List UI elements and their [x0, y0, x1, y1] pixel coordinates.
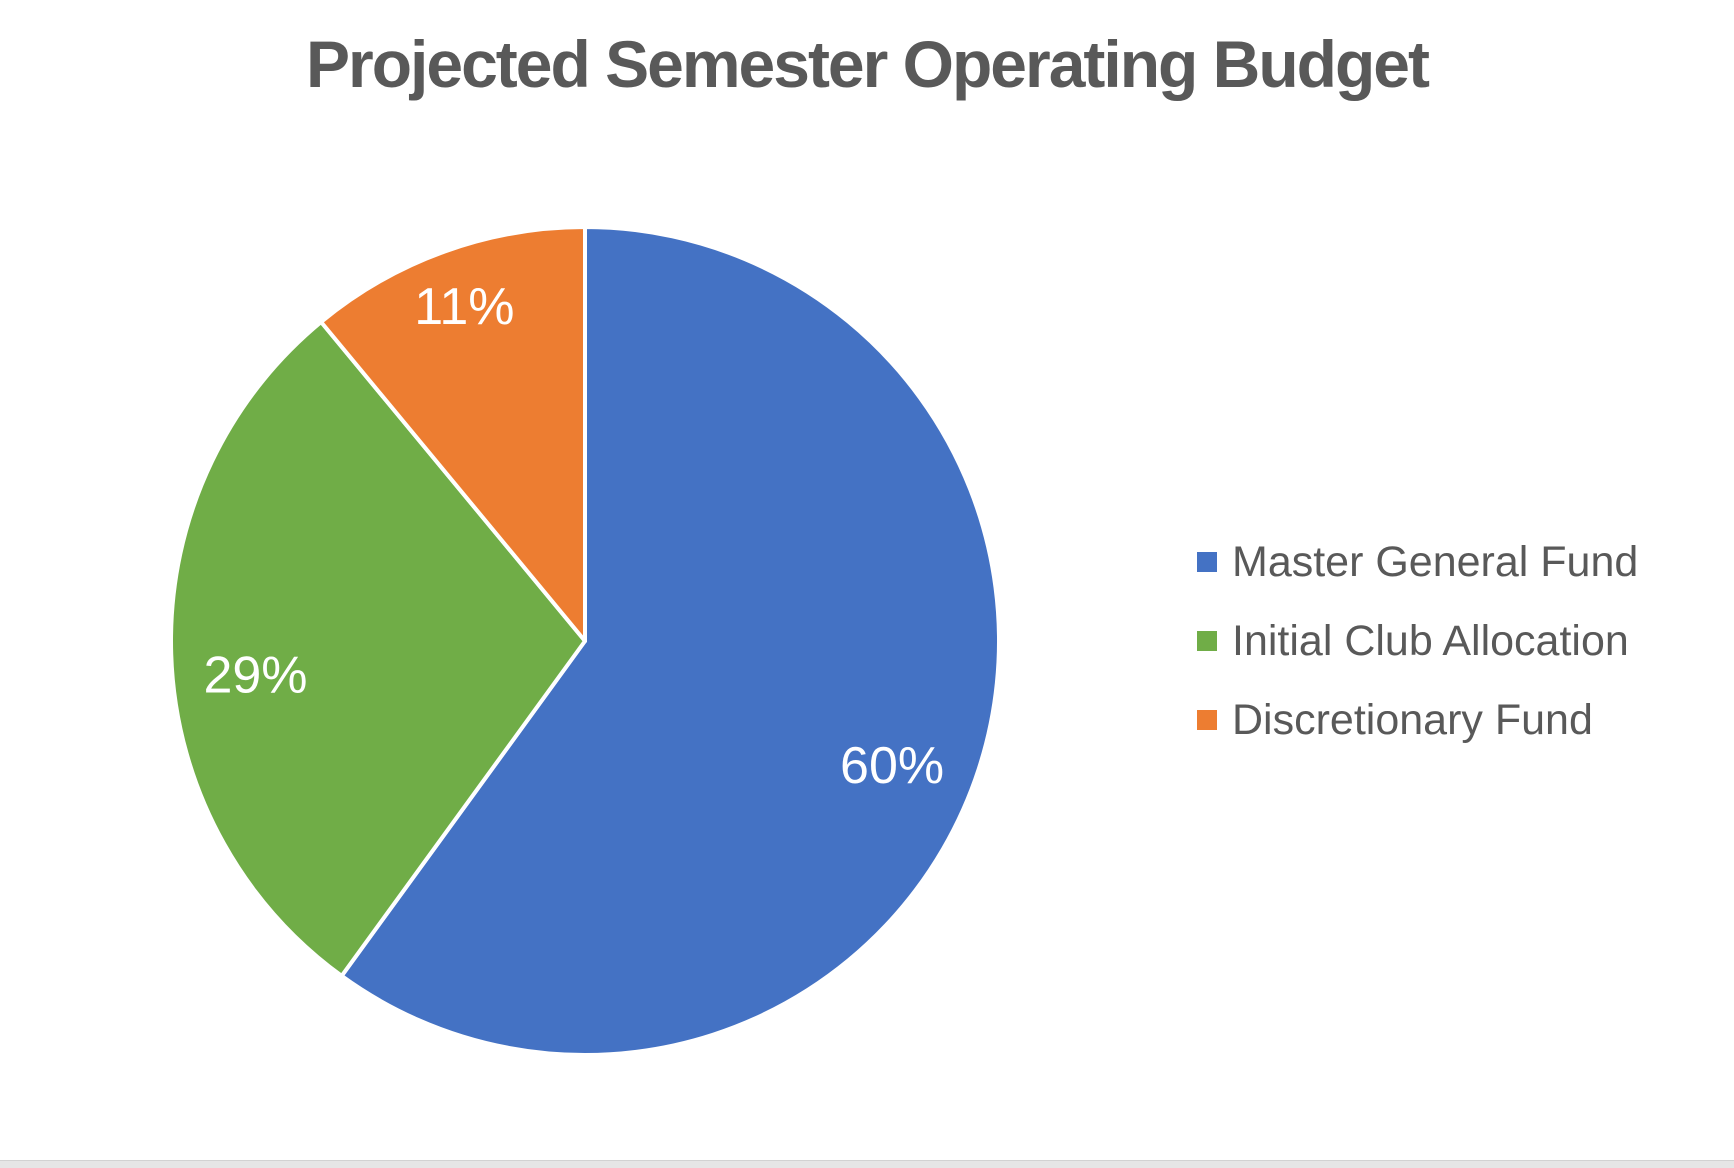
bottom-window-edge — [0, 1160, 1734, 1168]
legend-label: Master General Fund — [1232, 537, 1639, 586]
legend-label: Initial Club Allocation — [1232, 616, 1629, 665]
pie-label-initial-club-allocation: 29% — [203, 646, 307, 704]
pie-slice-master-general-fund — [339, 225, 1001, 1057]
legend-item-initial-club-allocation: Initial Club Allocation — [1197, 616, 1638, 665]
pie-slice-discretionary-fund — [319, 225, 587, 643]
legend-swatch-orange-icon — [1197, 710, 1217, 730]
pie-slice-initial-club-allocation — [169, 320, 587, 978]
legend-item-master-general-fund: Master General Fund — [1197, 537, 1639, 586]
legend-label: Discretionary Fund — [1232, 695, 1593, 744]
legend-swatch-green-icon — [1197, 631, 1217, 651]
pie-label-discretionary-fund: 11% — [414, 278, 514, 336]
pie-label-master-general-fund: 60% — [840, 737, 944, 795]
legend: Master General Fund Initial Club Allocat… — [1197, 537, 1639, 778]
legend-item-discretionary-fund: Discretionary Fund — [1197, 695, 1638, 744]
chart-title: Projected Semester Operating Budget — [306, 27, 1430, 101]
legend-swatch-blue-icon — [1197, 552, 1217, 572]
